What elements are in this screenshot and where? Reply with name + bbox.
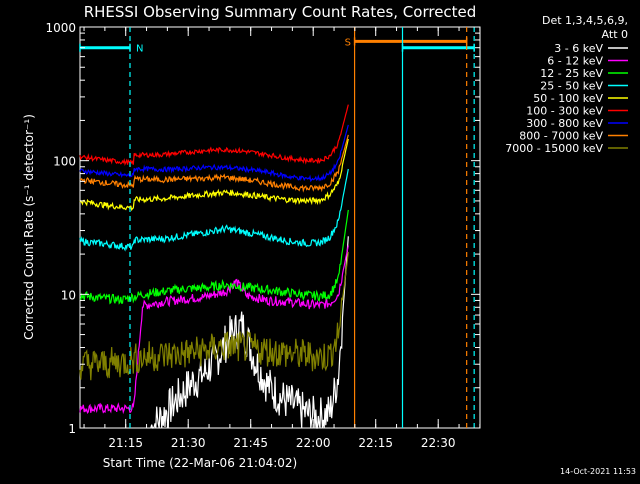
series-line [79, 134, 349, 193]
x-tick-label: 21:45 [233, 436, 268, 450]
chart-title: RHESSI Observing Summary Count Rates, Co… [84, 3, 477, 21]
x-axis-label: Start Time (22-Mar-06 21:04:02) [103, 456, 297, 470]
series-line [79, 209, 349, 305]
y-tick-label: 10 [61, 288, 76, 302]
series-line [79, 251, 349, 381]
legend-label: 100 - 300 keV [526, 105, 603, 118]
annotation-label: S [345, 37, 351, 48]
footer-timestamp: 14-Oct-2021 11:53 [560, 467, 636, 476]
x-tick-label: 21:15 [108, 436, 143, 450]
annotation-layer: NS [79, 27, 475, 428]
legend-header-line-1: Det 1,3,4,5,6,9, [542, 14, 628, 27]
axis-layer: 21:15 21:30 21:45 22:00 22:15 22:30 1 10 100 1000 [45, 21, 481, 450]
series-layer [79, 104, 349, 429]
legend-label: 800 - 7000 keV [519, 130, 603, 143]
series-line [150, 236, 349, 429]
y-tick-label: 100 [53, 155, 76, 169]
legend-label: 25 - 50 keV [540, 80, 603, 93]
series-line [79, 104, 349, 167]
legend-label: 12 - 25 keV [540, 67, 603, 80]
y-axis-label: Corrected Count Rate (s⁻¹ detector⁻¹) [22, 114, 36, 340]
y-tick-label: 1 [68, 422, 76, 436]
legend-label: 50 - 100 keV [533, 92, 603, 105]
legend-header-line-2: Att 0 [602, 28, 628, 41]
annotation-label: N [136, 44, 143, 55]
series-line [79, 138, 349, 212]
x-tick-label: 22:00 [296, 436, 331, 450]
series-line [79, 245, 349, 415]
x-tick-label: 22:15 [358, 436, 393, 450]
x-tick-label: 21:30 [171, 436, 206, 450]
y-tick-label: 1000 [45, 21, 76, 35]
series-line [79, 168, 349, 252]
plot-frame [79, 26, 481, 429]
legend-label: 3 - 6 keV [554, 42, 603, 55]
x-tick-label: 22:30 [421, 436, 456, 450]
legend-label: 300 - 800 keV [526, 117, 603, 130]
series-line [79, 124, 349, 183]
legend-label: 7000 - 15000 keV [505, 142, 603, 155]
legend-label: 6 - 12 keV [547, 55, 603, 68]
